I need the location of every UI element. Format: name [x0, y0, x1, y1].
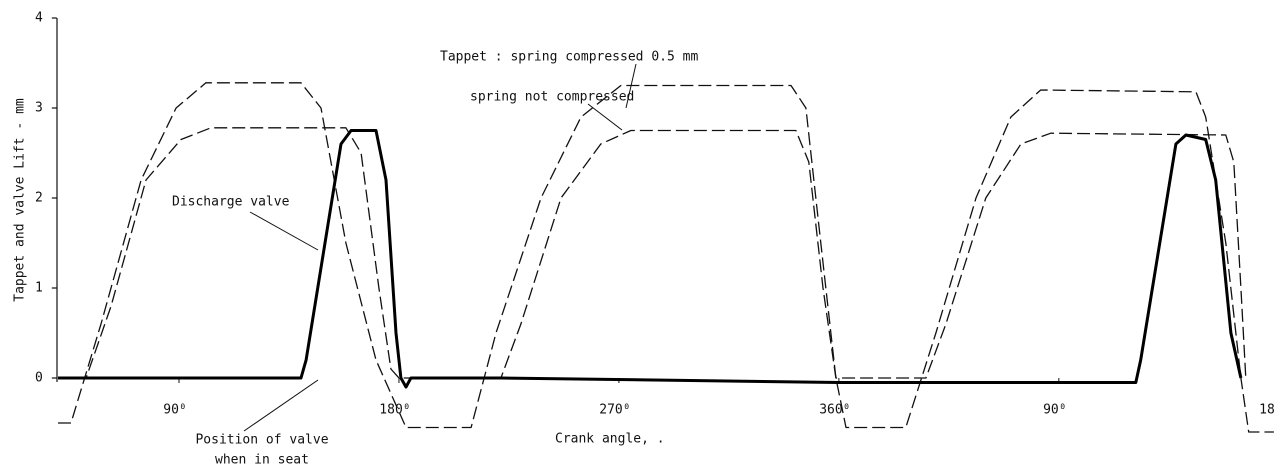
y-tick-label: 0: [35, 371, 43, 386]
x-tick-label: 360⁰: [819, 403, 850, 418]
series-line: [58, 127, 1247, 379]
x-axis-label: Crank angle, .: [555, 432, 665, 447]
x-tick-label: 180⁰: [379, 403, 410, 418]
leader-lines: [243, 63, 637, 432]
series-line: [58, 82, 1274, 433]
series-line: [58, 129, 1243, 389]
leader-line: [249, 211, 319, 251]
y-tick-label: 4: [35, 11, 43, 26]
y-axis-label: Tappet and valve Lift - mm: [13, 98, 28, 302]
annotation: Position of valve: [195, 433, 328, 448]
series-label: Tappet : spring compressed 0.5 mm: [440, 50, 698, 65]
y-tick-label: 3: [35, 101, 43, 116]
x-tick-label: 270⁰: [599, 403, 630, 418]
y-tick-label: 2: [35, 191, 43, 206]
annotation: when in seat: [215, 453, 309, 468]
x-tick-label: 180⁰: [1259, 403, 1274, 418]
leader-line: [243, 379, 319, 432]
series-label: spring not compressed: [470, 90, 634, 105]
leader-line: [587, 103, 623, 131]
y-tick-label: 1: [35, 281, 43, 296]
series-label: Discharge valve: [172, 195, 290, 210]
x-tick-label: 90⁰: [1043, 403, 1066, 418]
x-tick-label: 90⁰: [163, 403, 186, 418]
